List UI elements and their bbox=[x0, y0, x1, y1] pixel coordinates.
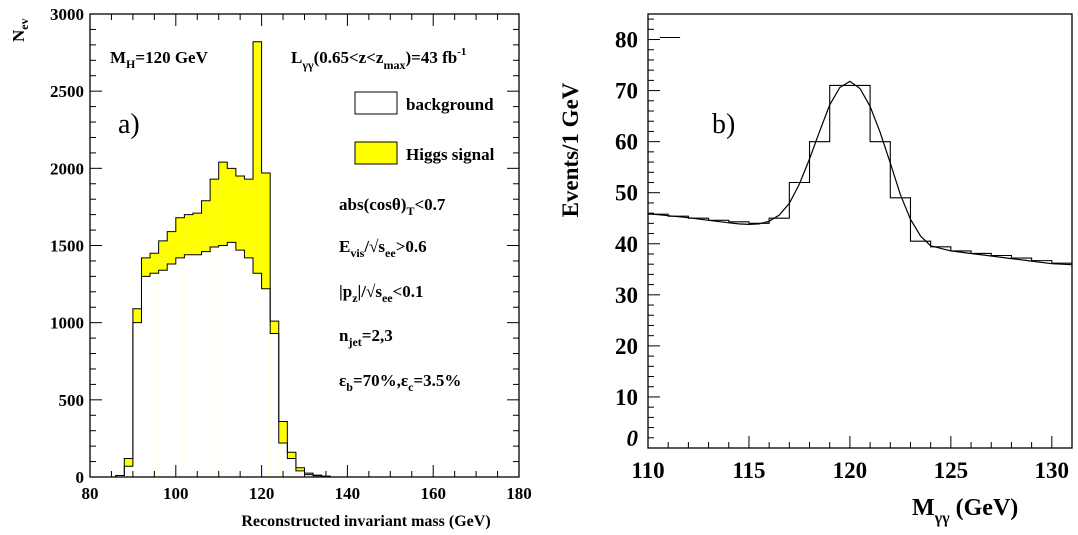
annotation-higgs-mass: MH=120 GeV bbox=[110, 48, 209, 71]
y-tick-label: 40 bbox=[615, 232, 638, 257]
cut-pz: |pz|/√see<0.1 bbox=[339, 282, 424, 305]
background-bar bbox=[244, 257, 254, 477]
background-bar bbox=[261, 288, 271, 477]
background-bar bbox=[115, 475, 125, 477]
legend-higgs-swatch bbox=[354, 141, 398, 165]
y-tick-label: 60 bbox=[615, 130, 638, 155]
panel-a-ticks: 80 100 120 140 160 180 0 500 1000 1500 2000 2500 300… bbox=[50, 5, 532, 503]
panel-a-bars bbox=[115, 41, 331, 478]
cut-evis: Evis/√see>0.6 bbox=[339, 237, 427, 260]
background-bar bbox=[270, 333, 279, 477]
background-bar bbox=[201, 251, 211, 477]
y-tick-label: 30 bbox=[615, 283, 638, 308]
background-bar bbox=[132, 322, 142, 477]
y-tick-label: 0 bbox=[76, 468, 85, 487]
background-bar bbox=[210, 247, 219, 477]
panel-b-ticks: 110 115 120 125 130 0 10 20 30 40 50 60 70 80 bbox=[615, 18, 1073, 483]
x-tick-label: 120 bbox=[833, 458, 868, 483]
background-bar bbox=[235, 250, 245, 477]
panel-b-fit: 110 115 120 125 130 0 10 20 30 40 50 60 70 80 — b) Ev… bbox=[558, 13, 1073, 527]
background-bar bbox=[253, 273, 262, 477]
background-bar bbox=[167, 264, 176, 477]
y-tick-label: 2000 bbox=[50, 159, 84, 178]
background-bar bbox=[304, 474, 314, 477]
x-tick-label: 100 bbox=[163, 484, 189, 503]
background-bar bbox=[192, 254, 202, 477]
background-bar bbox=[124, 466, 133, 477]
x-tick-label: 110 bbox=[631, 458, 664, 483]
background-bar bbox=[278, 443, 288, 477]
background-bar bbox=[141, 276, 151, 477]
x-tick-label: 130 bbox=[1035, 458, 1070, 483]
y-tick-label: 500 bbox=[59, 391, 85, 410]
panel-b-fit-curve bbox=[647, 80, 1073, 266]
background-bar bbox=[158, 270, 168, 477]
background-bar bbox=[184, 254, 193, 477]
cut-btag: εb=70%,εc=3.5% bbox=[339, 371, 461, 394]
background-bar bbox=[150, 273, 159, 477]
legend-background-swatch bbox=[354, 91, 398, 115]
background-bar bbox=[295, 470, 305, 477]
panel-a-x-axis-label: Reconstructed invariant mass (GeV) bbox=[241, 513, 490, 530]
y-tick-label: 0 bbox=[627, 426, 639, 451]
y-tick-label: 1000 bbox=[50, 314, 84, 333]
signal-bar bbox=[253, 41, 262, 477]
background-outline bbox=[115, 241, 331, 477]
legend-higgs-label: Higgs signal bbox=[406, 145, 495, 164]
panel-b-histogram bbox=[648, 84, 1072, 264]
y-tick-label: 20 bbox=[615, 334, 638, 359]
y-tick-label: 10 bbox=[615, 385, 638, 410]
panel-b-x-axis-label: Mγγ (GeV) bbox=[912, 495, 1018, 527]
x-tick-label: 120 bbox=[249, 484, 275, 503]
panel-b-legend-mark: — bbox=[659, 25, 681, 47]
cut-njet: njet=2,3 bbox=[339, 326, 393, 349]
y-tick-label: 2500 bbox=[50, 82, 84, 101]
panel-a-label: a) bbox=[118, 109, 140, 140]
x-tick-label: 160 bbox=[420, 484, 446, 503]
y-tick-label: 70 bbox=[615, 79, 638, 104]
panel-a-histogram: 80 100 120 140 160 180 0 500 1000 1500 2000 2500 300… bbox=[9, 5, 532, 530]
x-tick-label: 125 bbox=[934, 458, 969, 483]
x-tick-label: 140 bbox=[335, 484, 361, 503]
y-tick-label: 3000 bbox=[50, 5, 84, 24]
background-bar bbox=[218, 245, 228, 477]
y-tick-label: 80 bbox=[615, 28, 638, 53]
cut-cos-theta: abs(cosθ)T<0.7 bbox=[339, 195, 446, 218]
x-tick-label: 180 bbox=[506, 484, 532, 503]
panel-a-y-axis-label: Nev bbox=[9, 18, 31, 42]
x-tick-label: 115 bbox=[732, 458, 765, 483]
x-tick-label: 80 bbox=[82, 484, 99, 503]
background-bar bbox=[175, 257, 185, 477]
legend-background-label: background bbox=[406, 95, 494, 114]
y-tick-label: 1500 bbox=[50, 237, 84, 256]
y-tick-label: 50 bbox=[615, 181, 638, 206]
background-bar bbox=[287, 458, 296, 477]
panel-b-label: b) bbox=[712, 109, 735, 140]
panel-b-y-axis-label: Events/1 GeV bbox=[558, 82, 583, 217]
panel-b-frame bbox=[647, 13, 1073, 449]
background-bar bbox=[227, 242, 236, 477]
annotation-luminosity: Lγγ(0.65<z<zmax)=43 fb-1 bbox=[291, 46, 466, 72]
